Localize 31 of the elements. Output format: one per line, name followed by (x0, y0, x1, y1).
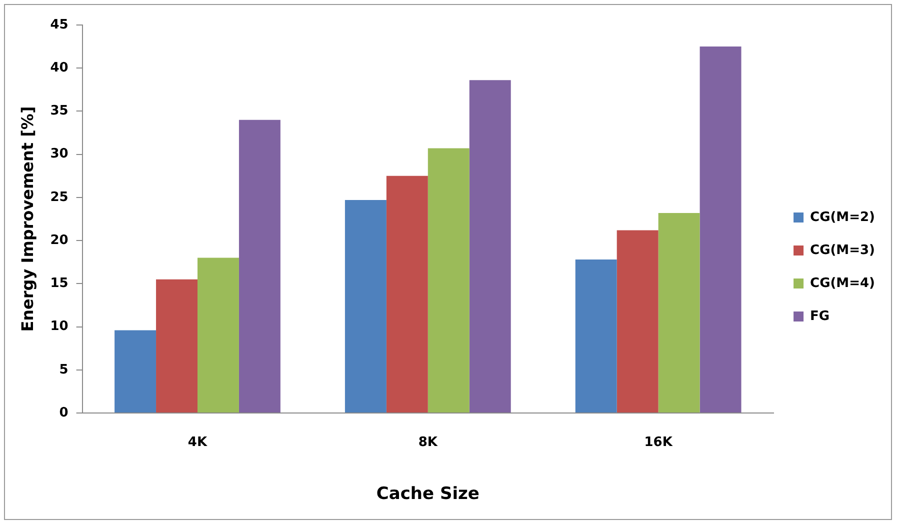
bar (700, 46, 742, 412)
bar (428, 148, 470, 412)
x-axis-title: Cache Size (376, 484, 480, 504)
y-tick-label: 35 (50, 104, 68, 119)
y-tick-label: 25 (50, 190, 68, 205)
y-tick-label: 0 (59, 405, 68, 420)
bar (198, 258, 239, 412)
legend-label: CG(M=4) (810, 276, 875, 291)
bar (238, 120, 280, 412)
x-tick-label: 8K (418, 435, 438, 450)
bar (658, 212, 700, 412)
x-tick-label: 4K (188, 435, 208, 450)
bar (469, 80, 511, 412)
legend-label: CG(M=2) (810, 210, 875, 225)
legend-label: CG(M=3) (810, 242, 875, 258)
y-tick-label: 30 (50, 146, 68, 162)
bar (386, 176, 428, 412)
bar (575, 260, 617, 412)
bar (616, 230, 658, 412)
y-tick-label: 40 (50, 60, 68, 76)
y-tick-label: 10 (50, 319, 68, 334)
x-tick-label: 16K (644, 435, 674, 450)
bar (344, 200, 386, 412)
legend-label: FG (810, 308, 830, 324)
y-tick-label: 20 (50, 232, 68, 248)
y-tick-label: 15 (50, 276, 68, 292)
y-tick-label: 5 (59, 362, 68, 378)
bar (156, 279, 198, 412)
y-axis-title: Energy Improvement [%] (18, 106, 37, 332)
y-tick-label: 45 (50, 17, 68, 32)
bar (114, 330, 156, 412)
